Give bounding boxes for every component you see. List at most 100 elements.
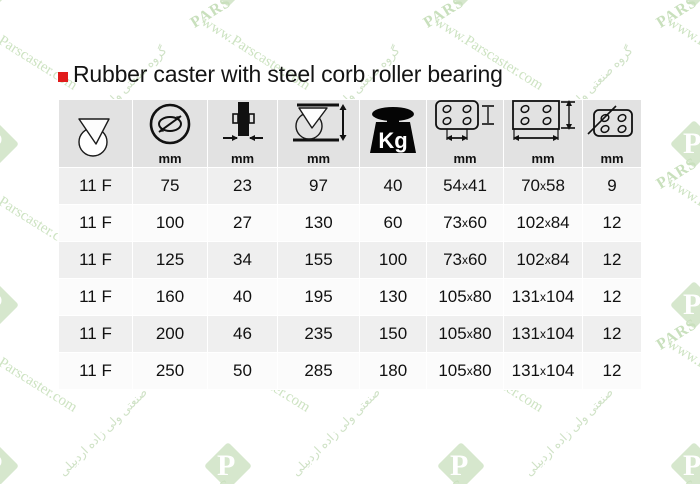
table-header-row: mm	[58, 98, 642, 168]
cell-bolt-hole-spacing: 73x60	[426, 241, 504, 279]
watermark-url: www.Parscaster.com	[664, 175, 700, 255]
cell-wheel-diameter: 160	[132, 278, 208, 316]
pars-logo-icon: P	[0, 119, 24, 179]
pars-logo-icon: P	[201, 0, 257, 18]
overall-height-icon	[287, 100, 351, 151]
header-overall-height: mm	[277, 99, 360, 168]
table-row: 11 F 75 23 97 40 54x41 70x58 9	[58, 167, 642, 205]
pars-logo-icon: P	[434, 441, 490, 484]
cell-wheel-diameter: 100	[132, 204, 208, 242]
header-unit-1: mm	[158, 151, 182, 166]
table-row: 11 F 100 27 130 60 73x60 102x84 12	[58, 204, 642, 242]
page-title: Rubber caster with steel corb roller bea…	[58, 61, 503, 88]
cell-wheel-width: 50	[207, 352, 278, 390]
cell-load-capacity: 180	[359, 352, 427, 390]
watermark-brand: PARS	[0, 155, 2, 194]
header-unit-7: mm	[600, 151, 624, 166]
cell-bolt-hole-spacing: 105x80	[426, 352, 504, 390]
watermark-brand: PARS	[420, 0, 468, 32]
watermark-brand: PARS	[421, 477, 468, 484]
cell-load-capacity: 150	[359, 315, 427, 353]
cell-top-plate-size: 131x104	[503, 278, 583, 316]
cell-bolt-hole-diameter: 12	[582, 278, 642, 316]
cell-overall-height: 97	[277, 167, 360, 205]
caster-swivel-icon	[69, 113, 123, 164]
watermark-url: www.Parscaster.com	[664, 336, 700, 416]
cell-caster-code: 11 F	[58, 204, 133, 242]
load-capacity-kg-icon: Kg	[364, 105, 422, 162]
pars-logo-icon: P	[667, 0, 700, 18]
pars-logo-icon: P	[201, 441, 257, 484]
header-wheel-width: mm	[207, 99, 278, 168]
cell-overall-height: 195	[277, 278, 360, 316]
watermark-brand: PARS	[0, 0, 2, 32]
cell-bolt-hole-spacing: 105x80	[426, 278, 504, 316]
svg-text:Kg: Kg	[378, 128, 407, 153]
cell-bolt-hole-diameter: 12	[582, 204, 642, 242]
cell-wheel-diameter: 125	[132, 241, 208, 279]
watermark-brand: PARS	[653, 315, 700, 354]
cell-bolt-hole-spacing: 73x60	[426, 204, 504, 242]
header-unit-3: mm	[306, 151, 331, 166]
cell-bolt-hole-diameter: 12	[582, 352, 642, 390]
watermark-brand: PARS	[187, 0, 235, 32]
pars-logo-icon: P	[434, 0, 490, 18]
header-top-plate-size: mm	[503, 98, 583, 168]
cell-top-plate-size: 102x84	[503, 241, 583, 279]
cell-caster-code: 11 F	[58, 315, 133, 353]
cell-wheel-width: 34	[207, 241, 278, 279]
header-unit-5: mm	[453, 151, 477, 166]
pars-logo-icon: P	[0, 280, 24, 340]
watermark-brand: PARS	[653, 154, 700, 193]
table-row: 11 F 125 34 155 100 73x60 102x84 12	[58, 241, 642, 279]
cell-wheel-width: 27	[207, 204, 278, 242]
cell-wheel-diameter: 75	[132, 167, 208, 205]
header-wheel-diameter: mm	[132, 99, 208, 168]
cell-overall-height: 235	[277, 315, 360, 353]
cell-bolt-hole-diameter: 12	[582, 315, 642, 353]
cell-wheel-width: 23	[207, 167, 278, 205]
bolt-hole-spacing-icon	[432, 98, 498, 151]
cell-wheel-width: 46	[207, 315, 278, 353]
cell-load-capacity: 100	[359, 241, 427, 279]
pars-logo-icon: P	[0, 441, 24, 484]
table-row: 11 F 250 50 285 180 105x80 131x104 12	[58, 352, 642, 390]
wheel-width-icon	[217, 100, 269, 151]
cell-bolt-hole-diameter: 12	[582, 241, 642, 279]
cell-wheel-diameter: 250	[132, 352, 208, 390]
header-unit-6: mm	[531, 151, 555, 166]
cell-top-plate-size: 131x104	[503, 315, 583, 353]
cell-overall-height: 155	[277, 241, 360, 279]
cell-caster-code: 11 F	[58, 352, 133, 390]
cell-caster-code: 11 F	[58, 278, 133, 316]
cell-load-capacity: 130	[359, 278, 427, 316]
wheel-diameter-icon	[147, 102, 193, 151]
caster-specification-table: mm	[58, 99, 642, 390]
table-row: 11 F 160 40 195 130 105x80 131x104 12	[58, 278, 642, 316]
cell-load-capacity: 60	[359, 204, 427, 242]
page-title-text: Rubber caster with steel corb roller bea…	[73, 61, 503, 87]
watermark-brand: PARS	[0, 477, 2, 484]
cell-load-capacity: 40	[359, 167, 427, 205]
cell-overall-height: 130	[277, 204, 360, 242]
cell-wheel-diameter: 200	[132, 315, 208, 353]
pars-logo-icon: P	[667, 280, 700, 340]
pars-logo-icon: P	[0, 0, 24, 18]
cell-caster-code: 11 F	[58, 167, 133, 205]
pars-logo-icon: P	[667, 441, 700, 484]
header-caster-type	[58, 99, 133, 168]
table-header: mm	[58, 98, 642, 168]
watermark-brand: PARS	[653, 0, 700, 32]
cell-top-plate-size: 102x84	[503, 204, 583, 242]
cell-bolt-hole-spacing: 54x41	[426, 167, 504, 205]
watermark-brand: PARS	[0, 316, 2, 355]
top-plate-size-icon	[509, 98, 577, 151]
cell-bolt-hole-spacing: 105x80	[426, 315, 504, 353]
bolt-hole-diameter-icon	[586, 104, 638, 151]
